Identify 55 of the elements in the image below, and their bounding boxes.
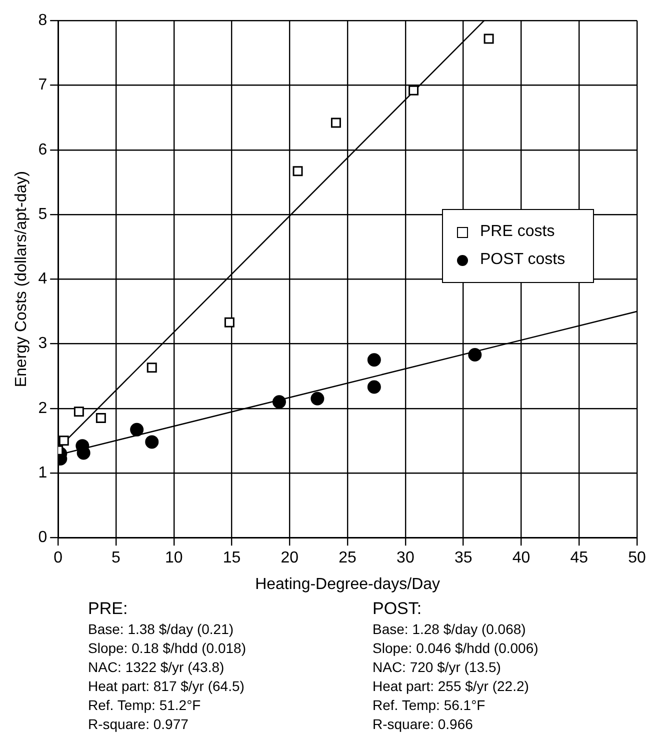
point xyxy=(367,353,381,367)
y-tick-label: 8 xyxy=(38,12,48,30)
text: R-square: 0.966 xyxy=(372,715,474,734)
point xyxy=(224,317,234,328)
point xyxy=(468,348,482,362)
x-tick-label: 5 xyxy=(112,550,121,567)
y-tick-label: 7 xyxy=(38,76,48,94)
y-tick-label: 4 xyxy=(38,270,48,288)
y-axis-title: Energy Costs (dollars/apt-day) xyxy=(13,171,30,388)
y-tick-label: 1 xyxy=(38,464,48,482)
point xyxy=(367,380,381,394)
point xyxy=(76,446,90,460)
point xyxy=(484,34,494,44)
point xyxy=(292,166,303,176)
text: Slope: 0.18 $/hdd (0.018) xyxy=(88,639,248,658)
point xyxy=(145,435,159,449)
point xyxy=(310,392,324,406)
point xyxy=(408,85,419,96)
y-tick-label: 2 xyxy=(38,400,48,417)
y-tick-label: 6 xyxy=(38,141,48,158)
point xyxy=(146,362,157,373)
x-tick-label: 0 xyxy=(54,550,63,567)
text: Heat part: 817 $/yr (64.5) xyxy=(88,677,246,696)
text: NAC: 1322 $/yr (43.8) xyxy=(88,658,226,677)
point xyxy=(74,406,84,417)
point xyxy=(272,395,286,409)
text: Slope: 0.046 $/hdd (0.006) xyxy=(372,639,540,658)
text: PRE: xyxy=(88,598,129,620)
x-axis-title: Heating-Degree-days/Day xyxy=(255,576,440,593)
text: Ref. Temp: 51.2°F xyxy=(88,696,202,715)
point xyxy=(130,422,144,436)
point xyxy=(96,413,106,424)
text: Base: 1.38 $/day (0.21) xyxy=(88,620,235,639)
text: Base: 1.28 $/day (0.068) xyxy=(372,620,527,639)
y-tick-label: 0 xyxy=(38,529,48,546)
point xyxy=(58,436,69,446)
x-tick-label: 50 xyxy=(628,550,646,567)
y-tick-label: 3 xyxy=(38,335,48,352)
x-tick-label: 40 xyxy=(512,550,530,567)
point xyxy=(330,118,341,128)
x-tick-label: 45 xyxy=(570,550,588,567)
legend-label: PRE costs xyxy=(480,223,555,242)
text: R-square: 0.977 xyxy=(88,715,190,734)
x-tick-label: 35 xyxy=(454,550,472,567)
legend-label: POST costs xyxy=(480,251,566,270)
x-tick-label: 20 xyxy=(280,550,299,567)
x-tick-label: 30 xyxy=(396,550,414,567)
x-tick-label: 10 xyxy=(164,550,183,567)
x-tick-label: 15 xyxy=(222,550,241,567)
x-tick-label: 25 xyxy=(338,550,357,567)
text: POST: xyxy=(372,598,423,620)
text: Heat part: 255 $/yr (22.2) xyxy=(372,677,530,696)
text: NAC: 720 $/yr (13.5) xyxy=(372,658,502,677)
y-tick-label: 5 xyxy=(38,206,48,223)
text: Ref. Temp: 56.1°F xyxy=(372,696,486,715)
